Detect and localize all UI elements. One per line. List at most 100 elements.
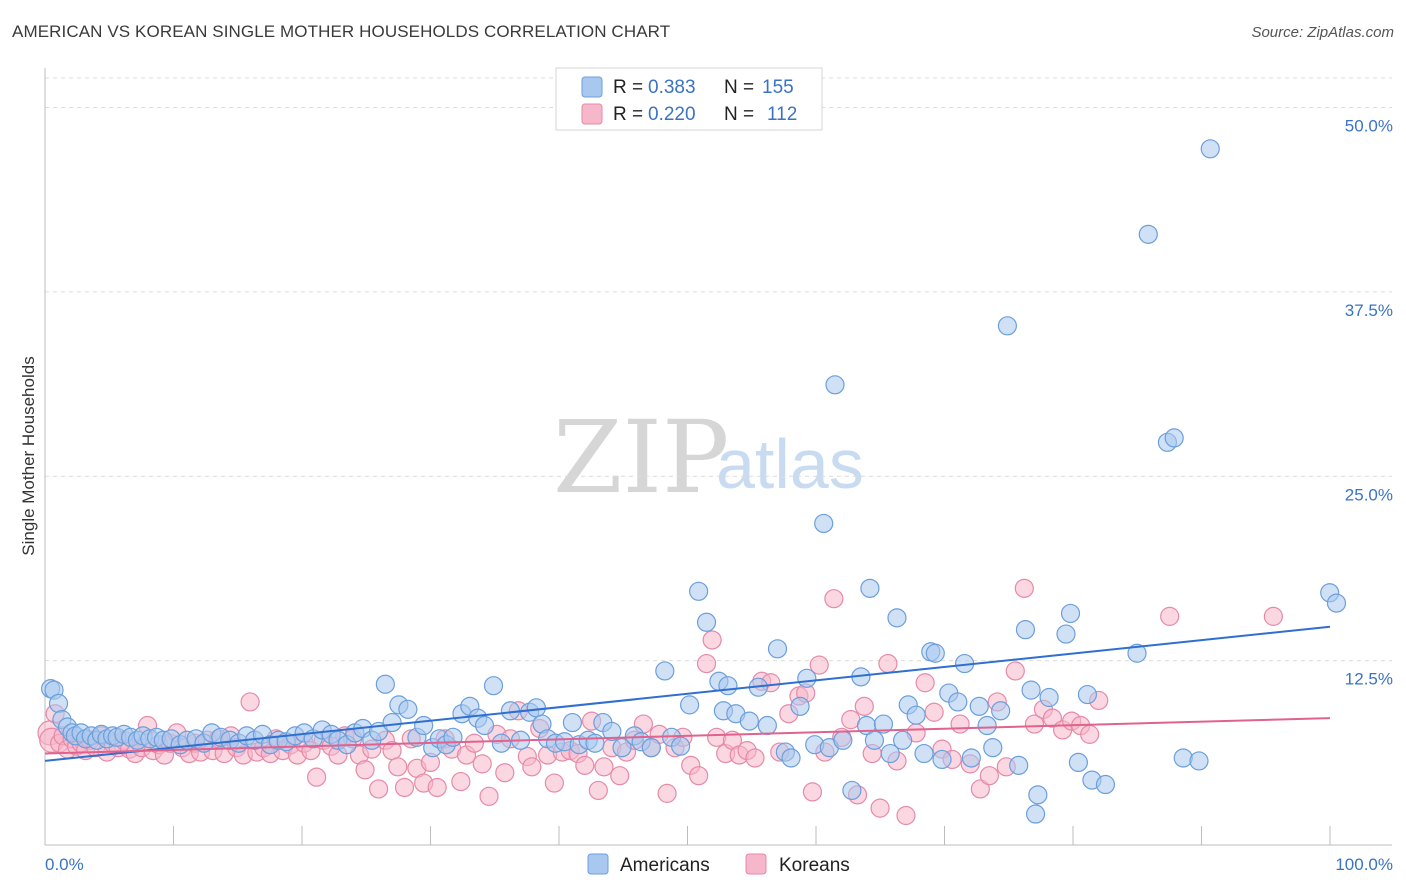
legend-swatch-americans xyxy=(581,76,603,98)
americans-point xyxy=(483,676,504,696)
americans-point xyxy=(562,712,583,733)
bottom-legend: Americans Koreans xyxy=(587,853,850,876)
koreans-point xyxy=(1014,578,1034,598)
koreans-point xyxy=(388,757,408,777)
legend-n-label-koreans: N = xyxy=(724,104,754,125)
koreans-point xyxy=(479,786,499,806)
bottom-legend-americans: Americans xyxy=(620,855,710,876)
koreans-point xyxy=(970,779,990,799)
y-tick-label: 12.5% xyxy=(1345,670,1393,689)
koreans-point xyxy=(1160,606,1180,626)
koreans-point xyxy=(745,748,765,768)
americans-point xyxy=(1015,620,1036,640)
americans-point xyxy=(680,695,700,715)
koreans-point xyxy=(979,766,999,786)
americans-point xyxy=(925,643,945,663)
americans-point xyxy=(860,578,880,598)
americans-point xyxy=(1025,804,1046,824)
koreans-point xyxy=(809,655,829,675)
americans-point xyxy=(961,748,981,768)
americans-point xyxy=(375,674,395,694)
bottom-legend-swatch-koreans xyxy=(745,853,767,875)
americans-point xyxy=(1173,748,1193,768)
americans-point xyxy=(696,612,717,632)
americans-point xyxy=(1028,785,1048,805)
legend-n-label-americans: N = xyxy=(724,77,754,98)
y-tick-label: 25.0% xyxy=(1345,485,1393,504)
koreans-point xyxy=(707,727,727,747)
koreans-point xyxy=(575,755,595,775)
koreans-point xyxy=(689,766,709,786)
koreans-point xyxy=(588,780,608,801)
tick-labels: 12.5% 25.0% 37.5% 50.0% 0.0% 100.0% xyxy=(45,117,1393,875)
koreans-point xyxy=(824,589,844,609)
legend: R = 0.383 N = 155 R = 0.220 N = 112 xyxy=(555,67,823,131)
koreans-point xyxy=(368,779,389,799)
watermark-zip: ZIP xyxy=(553,399,729,516)
legend-r-label-koreans: R = xyxy=(613,104,643,125)
americans-point xyxy=(864,730,885,750)
legend-n-value-koreans: 112 xyxy=(767,104,797,125)
x-tick-label-max: 100.0% xyxy=(1335,855,1393,874)
americans-point xyxy=(997,316,1018,336)
americans-point xyxy=(1200,139,1220,159)
americans-point xyxy=(983,738,1003,758)
watermark: ZIP atlas xyxy=(553,399,864,516)
koreans-point xyxy=(1005,661,1025,681)
koreans-point xyxy=(1024,714,1045,734)
koreans-point xyxy=(451,771,471,792)
americans-point xyxy=(893,730,913,750)
koreans-point xyxy=(610,766,630,786)
americans-point xyxy=(1189,751,1209,771)
americans-point xyxy=(906,705,926,725)
watermark-atlas: atlas xyxy=(716,425,864,503)
americans-point xyxy=(842,780,862,801)
americans-point xyxy=(1056,624,1076,644)
americans-point xyxy=(398,699,418,719)
y-tick-label: 50.0% xyxy=(1345,117,1393,136)
americans-point xyxy=(655,661,675,681)
americans-point xyxy=(602,721,622,742)
americans-point xyxy=(718,676,738,696)
koreans-point xyxy=(240,692,260,712)
koreans-point xyxy=(594,757,614,777)
koreans-point xyxy=(472,754,492,774)
koreans-point xyxy=(522,757,542,777)
americans-point xyxy=(797,668,817,688)
americans-point xyxy=(739,711,759,731)
americans-point xyxy=(757,715,777,736)
koreans-point xyxy=(657,783,677,803)
koreans-point xyxy=(950,714,970,734)
americans-point xyxy=(969,696,989,716)
americans-point xyxy=(1127,643,1147,663)
koreans-point xyxy=(306,767,327,787)
chart-title: AMERICAN VS KOREAN SINGLE MOTHER HOUSEHO… xyxy=(12,22,671,41)
americans-point xyxy=(1039,687,1059,708)
legend-n-value-americans: 155 xyxy=(762,77,794,98)
americans-point xyxy=(825,375,845,395)
bottom-legend-koreans: Koreans xyxy=(779,855,850,876)
koreans-point xyxy=(854,696,874,716)
americans-point xyxy=(1068,752,1089,773)
americans-point xyxy=(1077,684,1098,705)
americans-point xyxy=(382,712,402,733)
koreans-point xyxy=(915,673,935,693)
americans-point xyxy=(948,692,968,712)
legend-swatch-koreans xyxy=(581,103,603,125)
americans-point xyxy=(873,714,894,734)
koreans-point xyxy=(427,777,447,798)
legend-r-label-americans: R = xyxy=(613,77,643,98)
koreans-point xyxy=(1080,724,1100,744)
americans-point xyxy=(833,730,853,750)
americans-point xyxy=(474,715,495,736)
americans-point xyxy=(1021,680,1041,700)
americans-point xyxy=(880,743,900,764)
americans-point xyxy=(641,738,661,758)
americans-point xyxy=(790,696,810,716)
koreans-point xyxy=(878,653,898,674)
americans-point xyxy=(914,743,934,764)
americans-point xyxy=(991,701,1011,721)
y-axis-label: Single Mother Households xyxy=(19,356,38,555)
koreans-trend-line xyxy=(44,717,1331,755)
koreans-point xyxy=(702,630,722,650)
